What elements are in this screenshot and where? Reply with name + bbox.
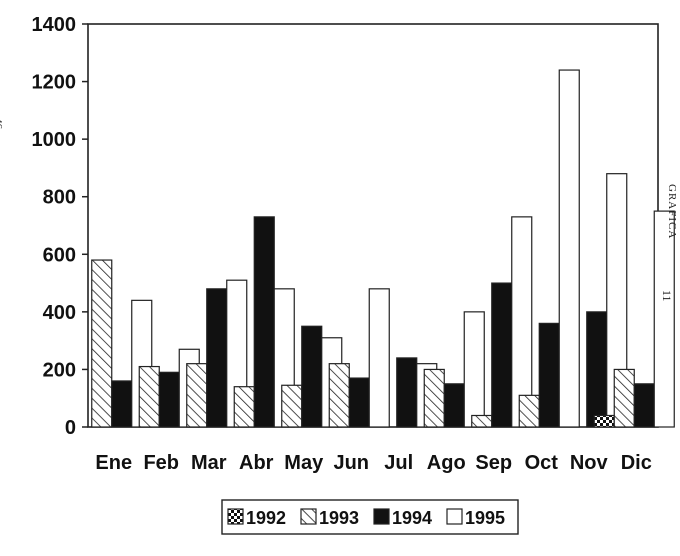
bar-1993-Sep	[471, 414, 493, 428]
bar-1995-Ago	[463, 311, 485, 428]
bar-1995-Jun	[368, 288, 390, 428]
bar-1995-Oct	[558, 69, 580, 428]
y-tick-label: 1400	[32, 14, 77, 36]
bar-1993-Jun	[328, 363, 350, 428]
x-tick-label: Mar	[191, 452, 227, 474]
x-tick-label: Jul	[384, 452, 413, 474]
legend-label-1992: 1992	[246, 508, 286, 528]
bar-1994-Ago	[443, 383, 465, 428]
page-number-note: 46	[0, 118, 4, 129]
x-tick-label: Ago	[427, 452, 466, 474]
y-tick-label: 0	[65, 417, 76, 439]
legend-swatch-1994	[373, 508, 390, 525]
bar-1994-Sep	[491, 282, 513, 428]
y-tick-label: 200	[43, 359, 76, 381]
bar-1993-Ago	[423, 368, 445, 428]
chart-legend: 1992 1993 1994 1995	[221, 499, 519, 535]
bar-1994-Feb	[158, 371, 180, 428]
bar-1994-Abr	[253, 216, 275, 428]
x-tick-label: Abr	[239, 452, 274, 474]
x-tick-label: May	[284, 452, 324, 474]
x-tick-label: Nov	[570, 452, 609, 474]
x-tick-label: Ene	[95, 452, 132, 474]
bar-1994-Mar	[206, 288, 228, 428]
bar-1994-May	[301, 325, 323, 428]
bar-1995-Dic	[653, 210, 675, 428]
legend-swatch-1995	[446, 508, 463, 525]
legend-swatch-1993	[300, 508, 317, 525]
plot-area: 0 200 400 600 800 1000 1200 1400 Ene Feb Mar Abr May…	[32, 14, 675, 474]
legend-swatch-1992	[227, 508, 244, 525]
y-tick-label: 1000	[32, 129, 77, 151]
figure-number: 11	[660, 290, 674, 302]
bar-1994-Oct	[538, 322, 560, 428]
bar-1993-Ene	[91, 259, 113, 428]
x-tick-label: Dic	[621, 452, 652, 474]
y-tick-label: 1200	[32, 72, 77, 94]
legend-box	[221, 499, 519, 535]
bar-1993-May	[281, 384, 303, 428]
bar-1993-Feb	[138, 365, 160, 428]
bar-1992-Dic	[593, 414, 615, 428]
figure-label: GRAFICA	[666, 184, 678, 240]
x-tick-label: Feb	[143, 452, 179, 474]
bar-1994-Nov	[586, 311, 608, 428]
legend-label-1995: 1995	[465, 508, 505, 528]
bar-1994-Ene	[111, 380, 133, 428]
bar-1993-Oct	[518, 394, 540, 428]
bar-1993-Abr	[233, 386, 255, 428]
y-tick-label: 800	[43, 187, 76, 209]
bar-1993-Dic	[613, 368, 635, 428]
x-tick-label: Sep	[475, 452, 512, 474]
bar-1994-Jun	[348, 377, 370, 428]
y-tick-label: 400	[43, 302, 76, 324]
bar-1993-Mar	[186, 363, 208, 428]
bar-1994-Jul	[396, 357, 418, 428]
x-tick-label: Jun	[333, 452, 369, 474]
legend-label-1994: 1994	[392, 508, 432, 528]
x-tick-label: Oct	[525, 452, 559, 474]
bar-1994-Dic	[633, 383, 655, 428]
legend-label-1993: 1993	[319, 508, 359, 528]
y-tick-label: 600	[43, 244, 76, 266]
